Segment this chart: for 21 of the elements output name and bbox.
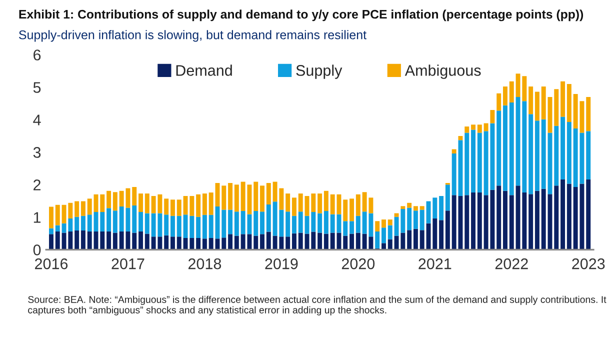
x-tick-label: 2016 bbox=[35, 258, 68, 270]
x-tick-label: 2023 bbox=[572, 258, 605, 270]
y-tick-label: 2 bbox=[34, 180, 40, 190]
x-tick-label: 2018 bbox=[188, 258, 222, 270]
y-tick-label: 4 bbox=[33, 114, 41, 126]
source-note: Source: BEA. Note: “Ambiguous” is the difference between actual core inflation and the sum of the demand and supply contributions. It captures both “ambiguous” shocks and any statistical error in adding up the shocks. bbox=[28, 296, 606, 316]
y-tick-label: 5 bbox=[33, 82, 41, 93]
x-tick-label: 2019 bbox=[265, 258, 298, 270]
x-tick-label: 2022 bbox=[495, 258, 528, 270]
chart-title: Exhibit 1: Contributions of supply and demand to y/y core PCE inflation (percentage points (pp)) bbox=[19, 10, 584, 22]
legend-label: Ambiguous bbox=[404, 64, 481, 79]
x-tick-label: 2020 bbox=[342, 258, 375, 270]
y-tick-label: 6 bbox=[34, 50, 41, 60]
y-tick-label: 3 bbox=[33, 147, 41, 158]
chart-subtitle: Supply-driven inflation is slowing, but demand remains resilient bbox=[19, 30, 366, 42]
x-tick-label: 2021 bbox=[418, 258, 452, 270]
legend-label: Demand bbox=[176, 64, 232, 76]
x-tick-label: 2017 bbox=[112, 258, 144, 270]
y-tick-label: 1 bbox=[34, 212, 41, 223]
y-tick-label: 0 bbox=[33, 244, 41, 256]
legend-label: Supply bbox=[296, 64, 342, 79]
